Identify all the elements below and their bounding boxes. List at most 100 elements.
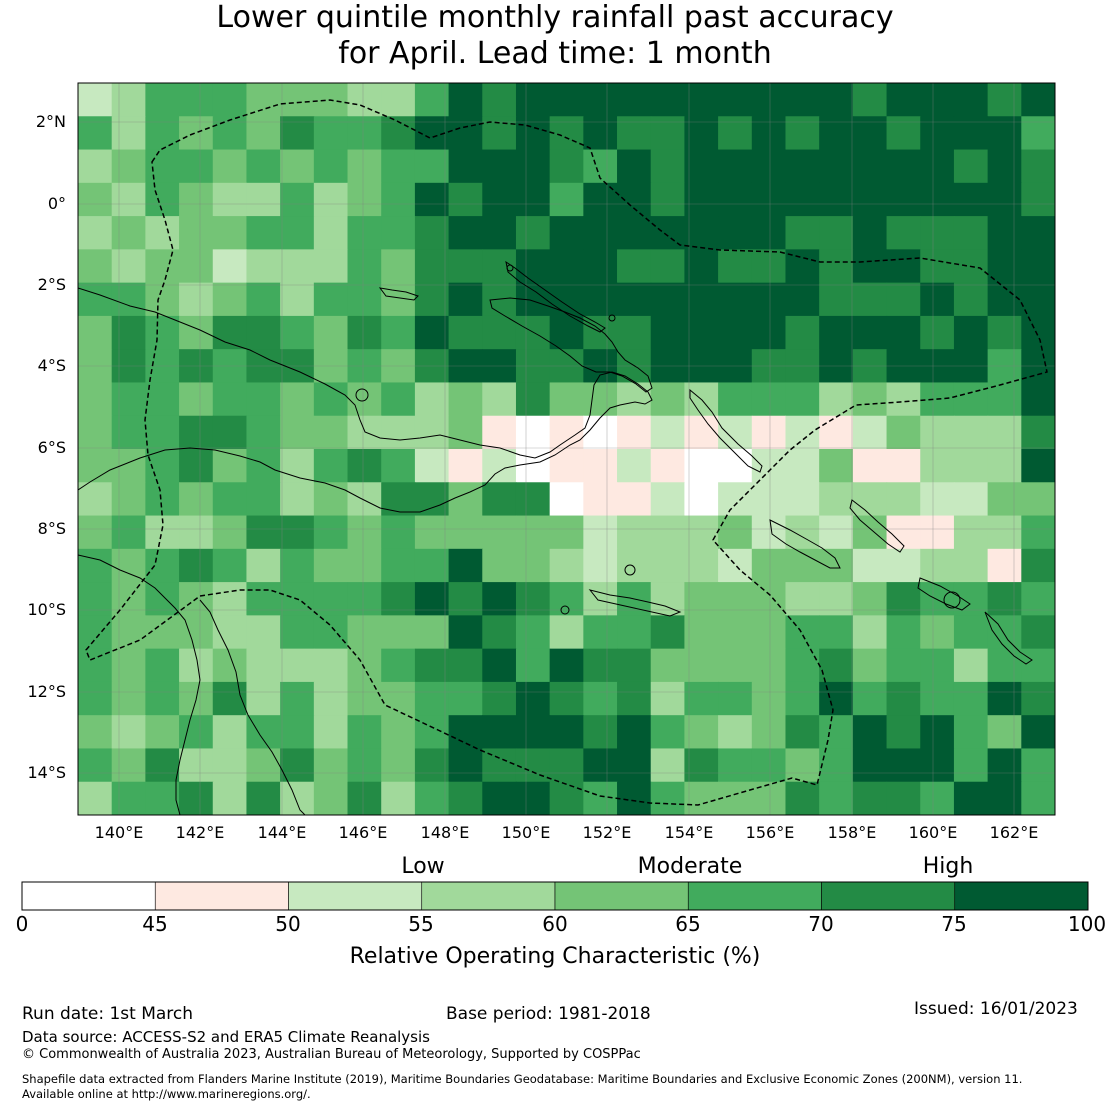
grid-cell	[650, 249, 686, 284]
grid-cell	[347, 482, 382, 517]
lat-label: 2°S	[37, 275, 66, 294]
grid-cell	[313, 415, 349, 450]
grid-cell	[549, 482, 584, 517]
grid-cell	[718, 482, 753, 517]
grid-cell	[886, 216, 921, 250]
grid-cell	[347, 648, 382, 683]
grid-cell	[313, 615, 349, 650]
grid-cell	[718, 781, 753, 815]
grid-cell	[718, 216, 753, 250]
grid-cell	[617, 515, 652, 550]
grid-cell	[953, 415, 989, 450]
grid-cell	[852, 748, 888, 783]
grid-cell	[549, 615, 584, 650]
grid-cell	[448, 149, 483, 184]
grid-cell	[145, 249, 180, 284]
grid-cell	[549, 83, 584, 117]
grid-cell	[78, 315, 113, 350]
grid-cell	[920, 449, 955, 483]
grid-cell	[381, 615, 416, 650]
grid-cell	[987, 548, 1022, 583]
grid-cell	[78, 216, 113, 250]
grid-cell	[515, 582, 551, 616]
grid-cell	[111, 781, 146, 815]
grid-cell	[280, 548, 315, 583]
grid-cell	[482, 449, 517, 483]
grid-cell	[953, 548, 989, 583]
grid-cell	[650, 615, 686, 650]
colorbar-segment	[687, 881, 822, 911]
grid-cell	[718, 415, 753, 450]
grid-cell	[414, 449, 450, 483]
grid-cell	[145, 648, 180, 683]
grid-cell	[751, 715, 787, 750]
grid-cell	[684, 748, 719, 783]
grid-cell	[718, 382, 753, 417]
grid-cell	[953, 382, 989, 417]
grid-cell	[111, 149, 146, 184]
grid-cell	[583, 116, 618, 151]
grid-cell	[515, 249, 551, 284]
grid-cell	[718, 681, 753, 716]
grid-cell	[482, 615, 517, 650]
grid-cell	[852, 216, 888, 250]
grid-cell	[145, 315, 180, 350]
grid-cell	[987, 781, 1022, 815]
coastline-manus	[378, 287, 419, 301]
grid-cell	[886, 382, 921, 417]
lon-label: 160°E	[908, 823, 958, 842]
grid-cell	[515, 382, 551, 417]
grid-cell	[78, 482, 113, 517]
grid-cell	[347, 515, 382, 550]
colorbar-segment	[821, 881, 956, 911]
grid-cell	[347, 681, 382, 716]
grid-cell	[179, 382, 214, 417]
grid-cell	[212, 415, 248, 450]
category-moderate: Moderate	[637, 854, 743, 879]
grid-cell	[482, 282, 517, 317]
data-source: Data source: ACCESS-S2 and ERA5 Climate …	[22, 1028, 430, 1046]
grid-cell	[212, 548, 248, 583]
grid-cell	[381, 515, 416, 550]
grid-cell	[819, 382, 854, 417]
grid-cell	[313, 482, 349, 517]
grid-cell	[886, 449, 921, 483]
grid-cell	[684, 781, 719, 815]
colorbar-segment	[154, 881, 289, 911]
grid-cell	[549, 282, 584, 317]
grid-cell	[381, 249, 416, 284]
grid-cell	[482, 781, 517, 815]
category-low: Low	[401, 854, 445, 879]
colorbar-tick: 100	[1067, 912, 1107, 936]
grid-cell	[246, 548, 281, 583]
grid-cell	[819, 715, 854, 750]
grid-cell	[886, 548, 921, 583]
grid-cell	[381, 182, 416, 217]
grid-cell	[617, 781, 652, 815]
grid-cell	[414, 748, 450, 783]
grid-cell	[145, 582, 180, 616]
grid-cell	[515, 715, 551, 750]
grid-cell	[987, 249, 1022, 284]
grid-cell	[246, 83, 281, 117]
grid-cell	[280, 449, 315, 483]
grid-cell	[515, 648, 551, 683]
grid-cell	[617, 681, 652, 716]
grid-cell	[448, 83, 483, 117]
grid-cell	[617, 415, 652, 450]
grid-cell	[785, 449, 820, 483]
grid-cell	[650, 648, 686, 683]
grid-cell	[179, 449, 214, 483]
grid-cell	[515, 216, 551, 250]
grid-cell	[583, 315, 618, 350]
grid-cell	[246, 116, 281, 151]
grid-cell	[684, 715, 719, 750]
grid-cell	[179, 748, 214, 783]
grid-cell	[111, 415, 146, 450]
grid-cell	[347, 315, 382, 350]
grid-cell	[549, 648, 584, 683]
grid-cell	[1021, 781, 1055, 815]
colorbar-title: Relative Operating Characteristic (%)	[349, 944, 761, 969]
grid-cell	[78, 648, 113, 683]
grid-cell	[414, 548, 450, 583]
